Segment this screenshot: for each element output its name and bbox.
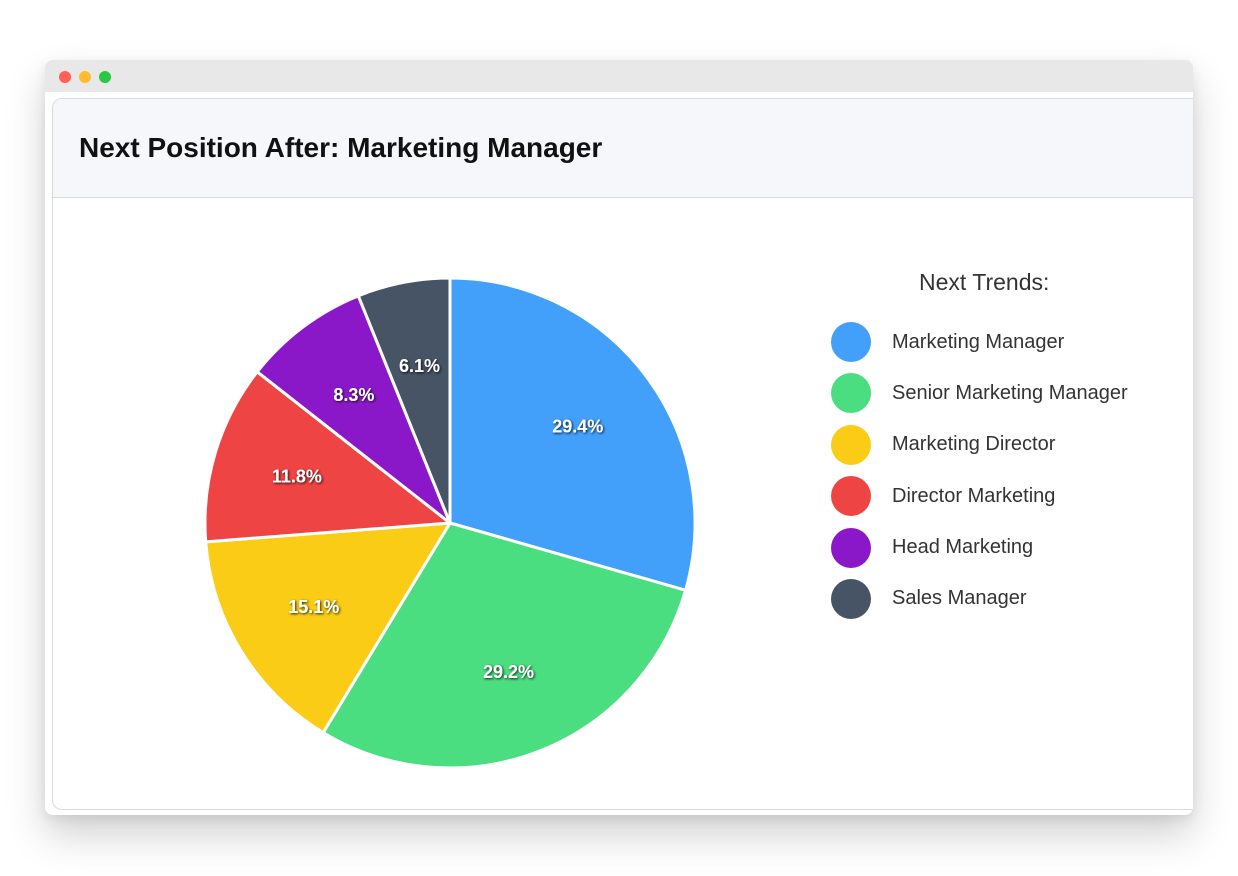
pie-labels: 29.4% 29.2% 15.1% 11.8% 8.3% 6.1%: [272, 356, 603, 682]
window-titlebar: [45, 60, 1193, 92]
pie-slice-percent-label: 6.1%: [399, 356, 440, 376]
legend-swatch: [831, 373, 871, 414]
legend: Marketing Manager Senior Marketing Manage…: [831, 322, 1128, 630]
pie-slice-head-marketing[interactable]: [255, 294, 452, 525]
pie-slices: [203, 276, 697, 770]
page-title: Next Position After: Marketing Manager: [79, 132, 603, 163]
legend-item[interactable]: Sales Manager: [831, 578, 1128, 619]
legend-item[interactable]: Director Marketing: [831, 476, 1128, 517]
pie-slice-percent-label: 8.3%: [333, 385, 374, 405]
legend-label: Sales Manager: [892, 587, 1027, 610]
legend-label: Marketing Director: [892, 433, 1056, 456]
legend-label: Senior Marketing Manager: [892, 381, 1128, 404]
legend-item[interactable]: Marketing Director: [831, 424, 1128, 465]
legend-label: Director Marketing: [892, 484, 1056, 507]
pie-slice-percent-label: 15.1%: [288, 597, 339, 617]
browser-window: Next Position After: Marketing Manager 2…: [45, 60, 1193, 815]
legend-title: Next Trends:: [919, 269, 1050, 295]
chart-card: Next Position After: Marketing Manager 2…: [52, 98, 1193, 810]
pie-slice-marketing-director[interactable]: [204, 521, 452, 735]
minimize-window-icon[interactable]: [79, 71, 91, 83]
pie-slice-marketing-manager[interactable]: [448, 276, 697, 592]
legend-item[interactable]: Marketing Manager: [831, 322, 1128, 362]
legend-item[interactable]: Head Marketing: [831, 527, 1128, 568]
pie-slice-percent-label: 29.4%: [552, 417, 603, 437]
legend-item[interactable]: Senior Marketing Manager: [831, 373, 1128, 414]
pie-slice-percent-label: 29.2%: [483, 662, 534, 682]
zoom-window-icon[interactable]: [99, 71, 111, 83]
legend-swatch: [831, 322, 871, 362]
pie-slice-sales-manager[interactable]: [356, 276, 452, 525]
legend-swatch: [831, 578, 871, 619]
legend-swatch: [831, 476, 871, 517]
card-header: Next Position After: Marketing Manager: [53, 99, 1193, 198]
legend-swatch: [831, 424, 871, 465]
legend-swatch: [831, 527, 871, 568]
legend-label: Head Marketing: [892, 536, 1034, 559]
pie-slice-percent-label: 11.8%: [272, 467, 322, 487]
close-window-icon[interactable]: [59, 71, 71, 83]
pie-slice-director-marketing[interactable]: [203, 370, 452, 544]
legend-label: Marketing Manager: [892, 330, 1065, 353]
pie-chart: 29.4% 29.2% 15.1% 11.8% 8.3% 6.1%: [203, 276, 697, 770]
